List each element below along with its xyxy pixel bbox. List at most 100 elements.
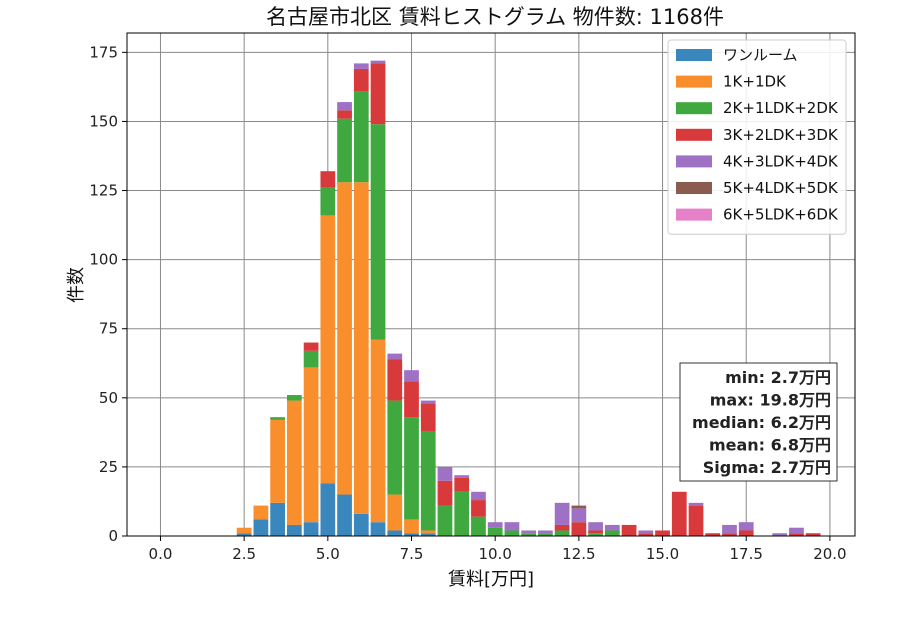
bar-segment bbox=[454, 491, 470, 536]
bar-segment bbox=[471, 516, 486, 536]
bar-segment bbox=[638, 530, 654, 534]
bar-segment bbox=[303, 522, 319, 536]
bar-segment bbox=[370, 63, 386, 125]
legend-swatch bbox=[676, 155, 712, 168]
plot-frame bbox=[126, 32, 856, 537]
bar-segment bbox=[387, 400, 403, 495]
bar-segment bbox=[471, 491, 486, 501]
stats-line: Sigma: 2.7万円 bbox=[703, 458, 831, 477]
bar-segment bbox=[286, 400, 302, 525]
bar-segment bbox=[236, 527, 252, 534]
bar-segment bbox=[521, 530, 537, 534]
stats-frame bbox=[679, 362, 838, 482]
x-tick-label: 15.0 bbox=[646, 545, 679, 563]
y-tick-label: 125 bbox=[89, 182, 118, 200]
bar-segment bbox=[521, 533, 537, 536]
bar-segment bbox=[320, 171, 336, 188]
bar-segment bbox=[404, 381, 419, 418]
bar-segment bbox=[353, 513, 369, 536]
bar-segment bbox=[789, 527, 804, 534]
chart-title: 名古屋市北区 賃料ヒストグラム 物件数: 1168件 bbox=[266, 5, 724, 29]
bar-segment bbox=[538, 533, 553, 536]
legend-swatch bbox=[676, 182, 712, 194]
x-axis-label: 賃料[万円] bbox=[448, 569, 534, 590]
bar-segment bbox=[538, 530, 553, 534]
bar-segment bbox=[303, 367, 319, 523]
bar-segment bbox=[420, 403, 436, 431]
bar-segment bbox=[337, 102, 352, 111]
stats-line: median: 6.2万円 bbox=[692, 413, 831, 432]
bar-segment bbox=[487, 522, 503, 528]
bar-segment bbox=[437, 466, 453, 481]
legend-label: 4K+3LDK+4DK bbox=[723, 152, 839, 170]
legend-frame bbox=[667, 39, 847, 235]
y-tick-label: 175 bbox=[89, 43, 118, 61]
bar-segment bbox=[688, 505, 704, 536]
x-tick-label: 7.5 bbox=[400, 545, 424, 563]
bar-segment bbox=[571, 505, 587, 509]
y-tick-label: 150 bbox=[89, 112, 118, 130]
bar-segment bbox=[604, 524, 620, 531]
bar-segment bbox=[404, 417, 419, 520]
bar-segment bbox=[554, 530, 570, 536]
y-axis-ticks: 0 25 50 75 100 125 150 175 bbox=[89, 43, 127, 545]
bar-segment bbox=[638, 533, 654, 536]
bar-segment bbox=[320, 215, 336, 484]
bar-segment bbox=[370, 60, 386, 64]
x-tick-label: 10.0 bbox=[478, 545, 511, 563]
legend: ワンルーム 1K+1DK 2K+1LDK+2DK 3K+2LDK+3DK 4K+3LDK… bbox=[667, 39, 847, 235]
legend-label: 3K+2LDK+3DK bbox=[723, 126, 839, 144]
bar-segment bbox=[738, 530, 754, 536]
bar-segment bbox=[705, 533, 721, 536]
legend-swatch bbox=[676, 208, 712, 221]
bar-segment bbox=[420, 400, 436, 404]
bar-segment bbox=[370, 124, 386, 340]
bar-segment bbox=[286, 395, 302, 401]
bar-segment bbox=[270, 417, 285, 420]
y-tick-label: 0 bbox=[108, 527, 118, 545]
bar-segment bbox=[588, 522, 603, 531]
legend-label: 2K+1LDK+2DK bbox=[723, 99, 839, 117]
bar-segment bbox=[655, 530, 670, 536]
x-tick-label: 17.5 bbox=[730, 545, 763, 563]
bar-segment bbox=[722, 533, 737, 536]
bar-segment bbox=[772, 533, 788, 536]
bar-segment bbox=[437, 480, 453, 506]
bar-segment bbox=[253, 505, 269, 520]
bar-segment bbox=[387, 530, 403, 536]
bar-segment bbox=[337, 110, 352, 119]
stats-line: mean: 6.8万円 bbox=[709, 436, 831, 455]
x-tick-label: 2.5 bbox=[232, 545, 256, 563]
bar-segment bbox=[320, 187, 336, 216]
bar-segment bbox=[671, 491, 687, 536]
x-tick-label: 0.0 bbox=[149, 545, 173, 563]
bar-segment bbox=[454, 475, 470, 478]
bar-segment bbox=[604, 530, 620, 536]
legend-label: 1K+1DK bbox=[723, 73, 787, 91]
bar-segment bbox=[504, 530, 520, 536]
bar-segment bbox=[353, 63, 369, 69]
bar-segment bbox=[571, 522, 587, 536]
bar-segment bbox=[588, 533, 603, 536]
stats-line: min: 2.7万円 bbox=[725, 368, 831, 387]
x-axis-ticks: 0.0 2.5 5.0 7.5 10.0 12.5 15.0 17.5 20.0 bbox=[149, 536, 847, 563]
bar-segment bbox=[303, 342, 319, 351]
bar-segment bbox=[621, 524, 637, 536]
x-tick-label: 5.0 bbox=[316, 545, 340, 563]
bar-segment bbox=[387, 359, 403, 401]
bar-segment bbox=[236, 533, 252, 536]
bar-segment bbox=[554, 524, 570, 531]
bar-segment bbox=[738, 522, 754, 531]
bar-segment bbox=[270, 502, 285, 536]
bar-segment bbox=[420, 533, 436, 536]
bar-segment bbox=[370, 522, 386, 536]
bar-segment bbox=[722, 524, 737, 534]
bar-segment bbox=[454, 477, 470, 492]
bar-segment bbox=[404, 533, 419, 536]
bar-segment bbox=[303, 350, 319, 368]
bar-segment bbox=[404, 519, 419, 534]
bar-segment bbox=[370, 339, 386, 523]
x-tick-label: 20.0 bbox=[813, 545, 846, 563]
bar-segment bbox=[420, 530, 436, 534]
